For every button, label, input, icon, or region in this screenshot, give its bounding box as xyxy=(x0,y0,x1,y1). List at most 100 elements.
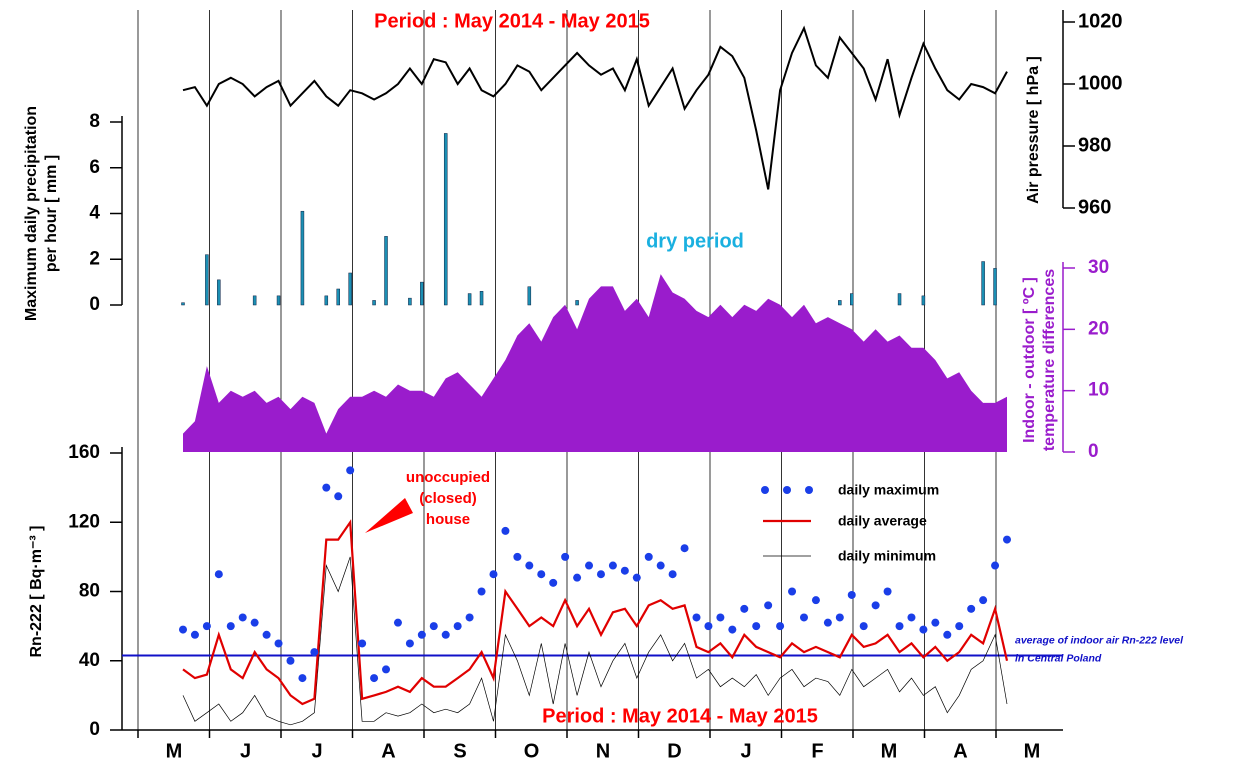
max-dot xyxy=(871,601,880,610)
max-dot xyxy=(632,573,641,582)
max-dot xyxy=(895,622,904,631)
max-dot xyxy=(955,622,964,631)
area xyxy=(183,274,1007,452)
bar xyxy=(336,288,340,306)
bar xyxy=(348,272,352,306)
x-tick-label: D xyxy=(667,740,681,762)
max-dot xyxy=(274,639,283,648)
bar xyxy=(252,295,257,306)
reference-label: in Central Poland xyxy=(1015,652,1102,664)
max-dot xyxy=(716,613,725,622)
y-axis-label: Rn-222 [ Bq·m⁻³ ] xyxy=(28,526,45,658)
max-dot xyxy=(788,587,797,596)
max-dot xyxy=(334,492,343,501)
bar xyxy=(420,281,424,306)
max-dot xyxy=(453,622,462,631)
y-tick-label: 10 xyxy=(1088,380,1109,401)
bar xyxy=(981,261,985,306)
max-dot xyxy=(214,570,223,579)
max-dot xyxy=(286,656,295,665)
y-tick-label: 6 xyxy=(89,157,100,178)
y-tick-label: 8 xyxy=(89,111,100,132)
y-tick-label: 0 xyxy=(89,294,100,315)
max-dot xyxy=(382,665,391,674)
max-dot xyxy=(596,570,605,579)
bar xyxy=(921,295,926,306)
x-tick-label: M xyxy=(881,740,898,762)
max-dot xyxy=(190,630,199,639)
max-dot xyxy=(991,561,1000,570)
max-dot xyxy=(537,570,546,579)
max-dot xyxy=(740,604,749,613)
max-dot xyxy=(728,625,737,634)
pressure-line xyxy=(182,25,1008,190)
y-axis-label: Indoor - outdoor [ ºC ] xyxy=(1021,277,1038,443)
max-dot xyxy=(943,630,952,639)
y-axis-label: temperature differences xyxy=(1041,269,1058,451)
bar xyxy=(181,302,185,306)
bar xyxy=(838,300,842,306)
max-dot xyxy=(501,526,510,535)
y-tick-label: 0 xyxy=(89,719,100,740)
y-tick-label: 80 xyxy=(79,581,100,602)
legend-label: daily maximum xyxy=(838,482,939,498)
max-dot xyxy=(823,618,832,627)
max-dot xyxy=(835,613,844,622)
y-tick-label: 1020 xyxy=(1078,10,1123,32)
max-dot xyxy=(489,570,498,579)
max-dot xyxy=(907,613,916,622)
x-tick-label: N xyxy=(596,740,610,762)
bar xyxy=(850,293,854,306)
max-dot xyxy=(967,604,976,613)
x-tick-label: M xyxy=(1024,740,1041,762)
x-tick-label: J xyxy=(240,740,251,762)
x-tick-label: O xyxy=(524,740,540,762)
series-line xyxy=(182,519,1009,706)
max-dot xyxy=(549,578,558,587)
max-dot xyxy=(477,587,486,596)
y-axis-label: Maximum daily precipitation xyxy=(23,106,40,321)
legend-swatch xyxy=(783,486,791,494)
legend-swatch xyxy=(805,486,813,494)
bar xyxy=(276,295,281,306)
legend-label: daily minimum xyxy=(838,548,936,564)
max-dot xyxy=(680,544,689,553)
max-dot xyxy=(573,573,582,582)
max-dot xyxy=(429,622,438,631)
max-dot xyxy=(346,466,355,475)
x-tick-label: J xyxy=(740,740,751,762)
max-dot xyxy=(644,552,653,561)
y-tick-label: 20 xyxy=(1088,318,1109,339)
max-dot xyxy=(322,483,331,492)
x-tick-label: M xyxy=(166,740,183,762)
legend-swatch xyxy=(761,486,769,494)
max-dot xyxy=(417,630,426,639)
bar xyxy=(527,286,532,306)
bar xyxy=(300,210,305,306)
max-dot xyxy=(979,596,988,605)
max-dot xyxy=(847,590,856,599)
max-dot xyxy=(668,570,677,579)
max-dot xyxy=(585,561,594,570)
max-dot xyxy=(179,625,187,634)
max-dot xyxy=(226,622,235,631)
annotation-arrow xyxy=(365,498,413,533)
max-dot xyxy=(704,622,713,631)
x-tick-label: F xyxy=(811,740,823,762)
bar xyxy=(897,293,902,306)
max-dot xyxy=(764,601,773,610)
y-tick-label: 2 xyxy=(89,248,100,269)
max-dot xyxy=(513,552,522,561)
note: (closed) xyxy=(419,490,477,507)
max-dot xyxy=(799,613,808,622)
y-tick-label: 160 xyxy=(68,442,100,463)
max-dot xyxy=(931,618,940,627)
max-dot xyxy=(525,561,534,570)
chart-title: Period : May 2014 - May 2015 xyxy=(374,10,650,32)
bar xyxy=(384,236,388,306)
y-tick-label: 980 xyxy=(1078,134,1111,156)
bar xyxy=(408,297,412,306)
y-tick-label: 4 xyxy=(89,203,100,224)
max-dot xyxy=(620,566,629,575)
